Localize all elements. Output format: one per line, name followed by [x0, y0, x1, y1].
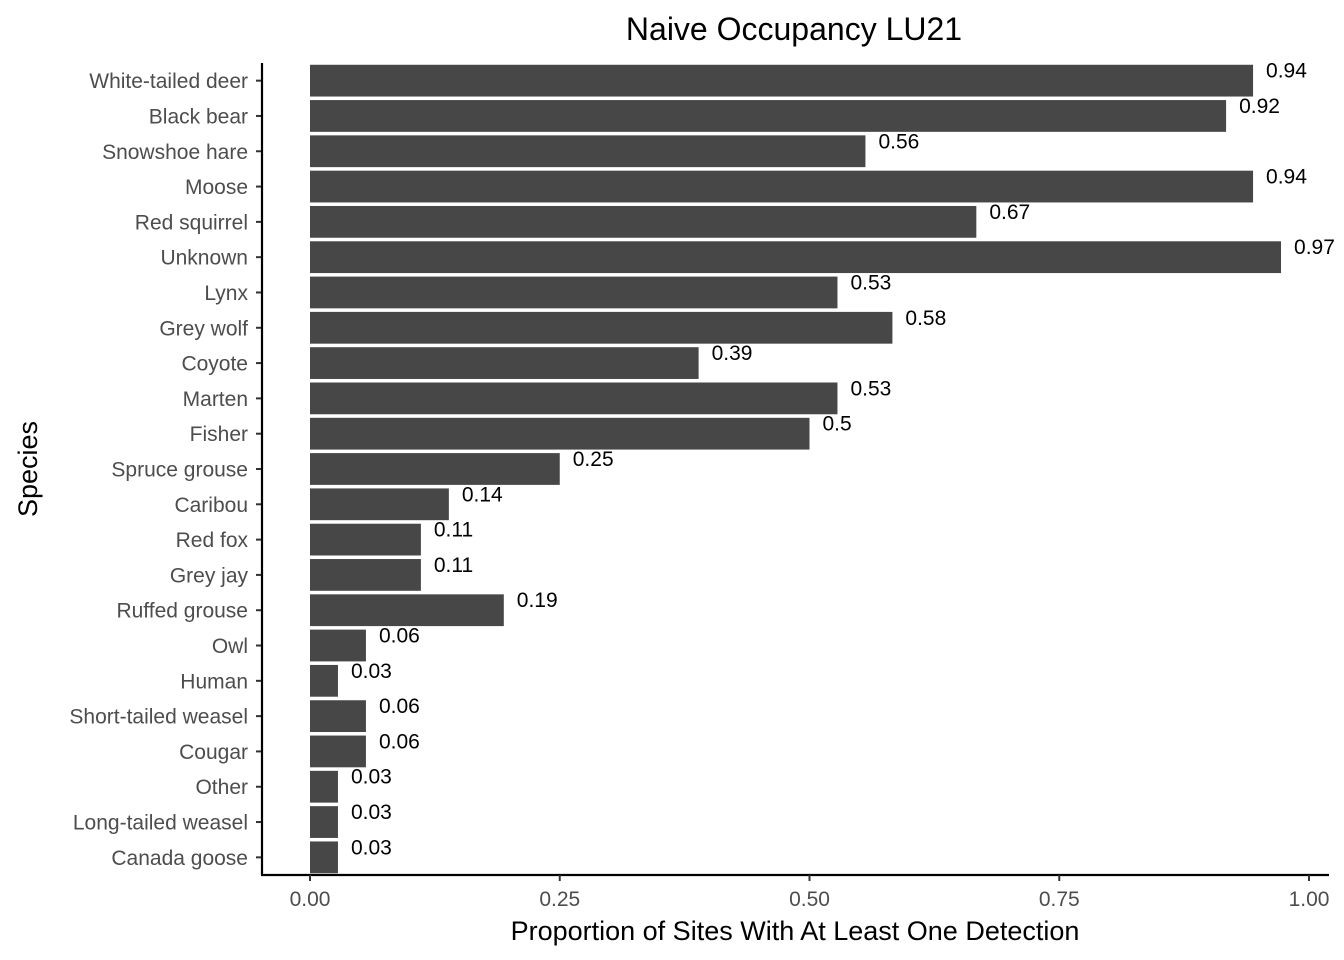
y-axis: White-tailed deer Black bear Snowshoe hare…: [69, 63, 264, 875]
y-tick-label-red-squirrel: Red squirrel: [135, 211, 248, 234]
bar-canada-goose: [310, 841, 338, 874]
bar-snowshoe-hare: [310, 135, 866, 168]
y-tick-label-caribou: Caribou: [174, 494, 248, 517]
y-tick-label-other: Other: [195, 776, 248, 799]
bar-caribou: [310, 488, 449, 521]
bar-white-tailed-deer: [310, 64, 1254, 97]
x-tick-label-4: 1.00: [1289, 888, 1330, 911]
data-label-owl: 0.06: [379, 625, 420, 648]
bar-marten: [310, 382, 838, 415]
data-label-caribou: 0.14: [462, 483, 503, 506]
data-label-white-tailed-deer: 0.94: [1266, 60, 1307, 83]
bar-unknown: [310, 241, 1282, 274]
data-label-spruce-grouse: 0.25: [573, 448, 614, 471]
bar-short-tailed-weasel: [310, 700, 366, 733]
bar-fisher: [310, 417, 810, 450]
data-label-lynx: 0.53: [850, 271, 891, 294]
bar-grey-jay: [310, 559, 421, 591]
x-axis: 0.00 0.25 0.50 0.75 1.00: [261, 873, 1330, 911]
data-labels-layer: 0.94 0.92 0.56 0.94 0.67 0.97 0.53 0.58 0.39 0.53…: [351, 60, 1335, 860]
data-label-other: 0.03: [351, 766, 392, 789]
y-tick-label-short-tailed-weasel: Short-tailed weasel: [69, 706, 248, 729]
y-tick-label-spruce-grouse: Spruce grouse: [111, 459, 248, 482]
y-tick-label-lynx: Lynx: [204, 282, 248, 305]
data-label-human: 0.03: [351, 660, 392, 683]
bar-ruffed-grouse: [310, 594, 504, 627]
data-label-fisher: 0.5: [823, 413, 852, 436]
y-tick-label-red-fox: Red fox: [176, 529, 249, 552]
chart-title: Naive Occupancy LU21: [626, 11, 962, 47]
bar-human: [310, 664, 338, 697]
y-tick-label-black-bear: Black bear: [149, 105, 248, 128]
data-label-coyote: 0.39: [712, 342, 753, 365]
x-tick-label-3: 0.75: [1039, 888, 1080, 911]
x-tick-label-2: 0.50: [789, 888, 830, 911]
data-label-short-tailed-weasel: 0.06: [379, 695, 420, 718]
y-tick-label-marten: Marten: [183, 388, 248, 411]
y-tick-label-white-tailed-deer: White-tailed deer: [89, 70, 248, 93]
data-label-black-bear: 0.92: [1239, 95, 1280, 118]
y-tick-label-grey-jay: Grey jay: [170, 564, 249, 587]
data-label-snowshoe-hare: 0.56: [878, 130, 919, 153]
data-label-grey-wolf: 0.58: [905, 307, 946, 330]
x-tick-label-1: 0.25: [539, 888, 580, 911]
data-label-red-fox: 0.11: [434, 519, 473, 542]
bar-long-tailed-weasel: [310, 806, 338, 838]
x-tick-label-0: 0.00: [290, 888, 331, 911]
y-tick-label-canada-goose: Canada goose: [111, 847, 248, 870]
bars-layer: [310, 64, 1282, 874]
x-axis-title: Proportion of Sites With At Least One De…: [511, 916, 1080, 946]
bar-other: [310, 770, 338, 803]
y-tick-label-fisher: Fisher: [190, 423, 248, 446]
data-label-ruffed-grouse: 0.19: [517, 589, 558, 612]
bar-grey-wolf: [310, 311, 893, 344]
y-axis-title: Species: [13, 421, 43, 517]
data-label-long-tailed-weasel: 0.03: [351, 801, 392, 824]
bar-coyote: [310, 347, 699, 379]
y-tick-label-human: Human: [180, 670, 248, 693]
y-tick-label-long-tailed-weasel: Long-tailed weasel: [73, 812, 248, 835]
data-label-grey-jay: 0.11: [434, 554, 473, 577]
bar-red-squirrel: [310, 205, 977, 238]
data-label-canada-goose: 0.03: [351, 836, 392, 859]
data-label-moose: 0.94: [1266, 166, 1307, 189]
data-label-red-squirrel: 0.67: [989, 201, 1030, 224]
bar-owl: [310, 629, 366, 662]
y-tick-label-ruffed-grouse: Ruffed grouse: [116, 600, 248, 623]
data-label-marten: 0.53: [850, 377, 891, 400]
y-tick-label-moose: Moose: [185, 176, 248, 199]
y-tick-label-owl: Owl: [212, 635, 248, 658]
bar-cougar: [310, 735, 366, 768]
bar-black-bear: [310, 100, 1227, 132]
y-tick-label-unknown: Unknown: [160, 247, 248, 270]
bar-lynx: [310, 276, 838, 309]
bar-spruce-grouse: [310, 453, 560, 485]
y-tick-label-cougar: Cougar: [179, 741, 248, 764]
y-tick-label-grey-wolf: Grey wolf: [159, 317, 248, 340]
y-tick-label-coyote: Coyote: [181, 353, 248, 376]
data-label-cougar: 0.06: [379, 730, 420, 753]
y-tick-label-snowshoe-hare: Snowshoe hare: [102, 141, 248, 164]
bar-moose: [310, 170, 1254, 203]
bar-red-fox: [310, 523, 421, 556]
data-label-unknown: 0.97: [1294, 236, 1335, 259]
